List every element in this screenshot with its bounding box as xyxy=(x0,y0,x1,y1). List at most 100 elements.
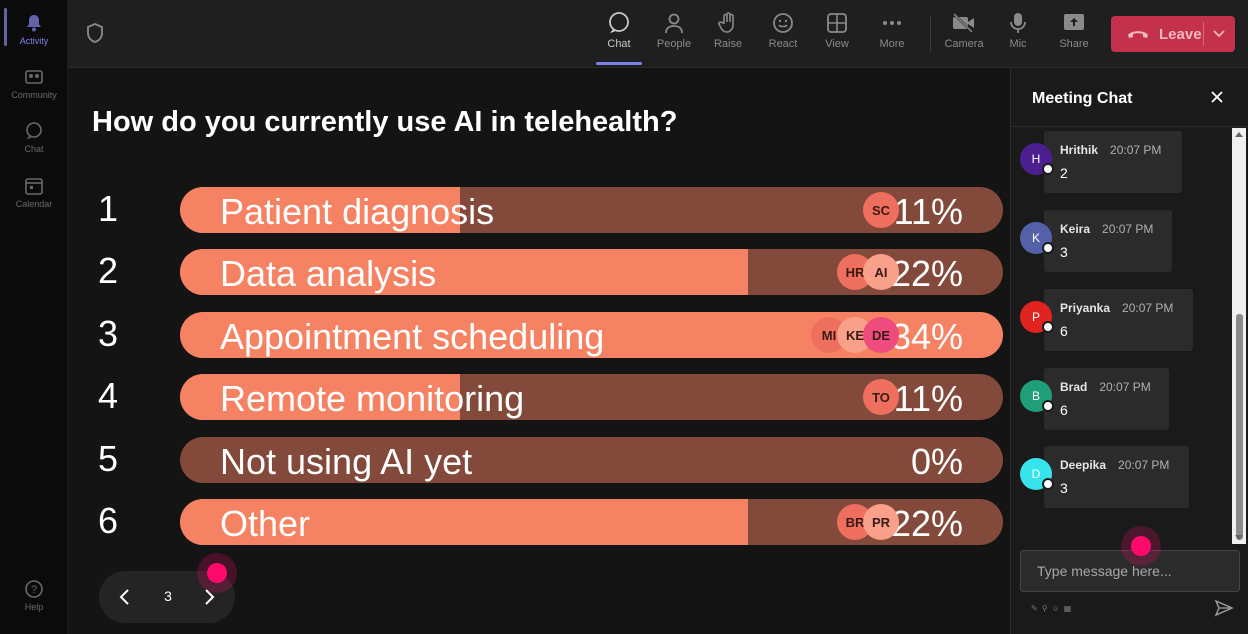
cursor-indicator xyxy=(1131,536,1151,556)
poll-option-bar: Not using AI yet 0% xyxy=(180,437,1003,483)
smile-icon xyxy=(759,10,807,36)
chat-scrollbar[interactable] xyxy=(1232,128,1246,544)
share-icon xyxy=(1050,10,1098,36)
voter-avatar: SC xyxy=(863,192,899,228)
close-icon[interactable] xyxy=(1210,90,1224,109)
share-button[interactable]: Share xyxy=(1050,10,1098,50)
chat-message[interactable]: Deepika 20:07 PM 3 xyxy=(1044,446,1189,508)
message-time: 20:07 PM xyxy=(1110,143,1162,157)
poll-results: How do you currently use AI in telehealt… xyxy=(68,68,1010,634)
option-number: 6 xyxy=(98,500,119,541)
voter-avatars: HR AI xyxy=(837,254,899,290)
voter-avatar: AI xyxy=(863,254,899,290)
hang-up-icon xyxy=(1127,26,1149,43)
option-percentage: 0% xyxy=(910,441,963,482)
mic-button[interactable]: Mic xyxy=(994,10,1042,50)
sender-name: Deepika xyxy=(1060,458,1107,472)
voter-avatar: TO xyxy=(863,379,899,415)
emoji-icon[interactable]: ☺ xyxy=(1051,604,1060,613)
rail-item-calendar[interactable]: Calendar xyxy=(0,175,68,209)
option-fill xyxy=(180,249,748,295)
cursor-indicator xyxy=(207,563,227,583)
meeting-toolbar: Chat People Raise React View More Camera… xyxy=(68,0,1248,68)
format-icon[interactable]: ✎ xyxy=(1031,604,1038,613)
rail-item-help[interactable]: ? Help xyxy=(0,578,68,612)
attach-icon[interactable]: ⚲ xyxy=(1041,604,1048,613)
grid-icon xyxy=(813,10,861,36)
option-number: 5 xyxy=(98,438,119,479)
message-composer xyxy=(1020,550,1240,592)
gif-icon[interactable]: ▦ xyxy=(1063,604,1072,613)
chevron-left-icon[interactable] xyxy=(117,587,133,612)
format-toolbar: ✎ ⚲ ☺ ▦ xyxy=(1031,604,1071,613)
chat-message[interactable]: Keira 20:07 PM 3 xyxy=(1044,210,1172,272)
rail-item-activity[interactable]: Activity xyxy=(0,12,68,46)
scroll-up-icon[interactable] xyxy=(1235,132,1243,137)
option-label: Appointment scheduling xyxy=(220,316,605,357)
raise-hand-icon xyxy=(704,10,752,36)
presence-status xyxy=(1042,321,1054,333)
more-button[interactable]: More xyxy=(868,10,916,50)
poll-question: How do you currently use AI in telehealt… xyxy=(92,106,678,138)
rail-active-indicator xyxy=(4,8,7,46)
mic-icon xyxy=(994,10,1042,36)
option-label: Remote monitoring xyxy=(220,378,525,419)
message-input[interactable] xyxy=(1021,551,1239,591)
option-percentage: 34% xyxy=(890,316,963,357)
raise-hand-button[interactable]: Raise xyxy=(704,10,752,50)
rail-item-chat[interactable]: Chat xyxy=(0,120,68,154)
avatar[interactable]: P xyxy=(1020,301,1054,333)
avatar[interactable]: B xyxy=(1020,380,1054,412)
option-label: Data analysis xyxy=(220,253,437,294)
scroll-thumb[interactable] xyxy=(1236,314,1243,540)
option-number: 3 xyxy=(98,313,119,354)
camera-button[interactable]: Camera xyxy=(940,10,988,50)
chat-icon xyxy=(23,120,45,142)
people-icon xyxy=(650,10,698,36)
chat-title: Meeting Chat xyxy=(1032,90,1133,107)
option-percentage: 11% xyxy=(893,378,963,419)
voter-avatar: DE xyxy=(863,317,899,353)
avatar-initial: D xyxy=(1031,467,1041,481)
avatar[interactable]: D xyxy=(1020,458,1054,490)
voter-avatars: TO xyxy=(863,379,899,415)
sender-name: Priyanka xyxy=(1060,301,1111,315)
poll-option-bar: Data analysis 22% HR AI xyxy=(180,249,1003,295)
people-button[interactable]: People xyxy=(650,10,698,50)
sender-name: Keira xyxy=(1060,222,1091,236)
react-button[interactable]: React xyxy=(759,10,807,50)
chat-button[interactable]: Chat xyxy=(595,10,643,50)
community-icon xyxy=(23,66,45,88)
option-label: Patient diagnosis xyxy=(220,191,495,232)
avatar[interactable]: H xyxy=(1020,143,1054,175)
send-icon[interactable] xyxy=(1214,599,1234,622)
chat-message[interactable]: Priyanka 20:07 PM 6 xyxy=(1044,289,1193,351)
view-button[interactable]: View xyxy=(813,10,861,50)
chevron-right-icon[interactable] xyxy=(201,587,217,612)
presence-status xyxy=(1042,478,1054,490)
chat-active-indicator xyxy=(596,62,642,65)
chevron-down-icon[interactable] xyxy=(1211,25,1227,45)
rail-item-community[interactable]: Community xyxy=(0,66,68,100)
leave-button[interactable]: Leave xyxy=(1111,16,1235,52)
sender-name: Hrithik xyxy=(1060,143,1099,157)
avatar-initial: H xyxy=(1031,152,1041,166)
poll-option-bar: Patient diagnosis 11% SC xyxy=(180,187,1003,233)
avatar[interactable]: K xyxy=(1020,222,1054,254)
voter-avatars: SC xyxy=(863,192,899,228)
shield-icon[interactable] xyxy=(86,22,106,44)
poll-option-bar: Remote monitoring 11% TO xyxy=(180,374,1003,420)
app-rail: Activity Community Chat Calendar ? Help xyxy=(0,0,68,634)
option-fill xyxy=(180,374,460,420)
message-time: 20:07 PM xyxy=(1102,222,1154,236)
chat-message[interactable]: Brad 20:07 PM 6 xyxy=(1044,368,1169,430)
camera-off-icon xyxy=(940,10,988,36)
toolbar-divider xyxy=(930,16,931,52)
scroll-down-icon[interactable] xyxy=(1235,535,1243,540)
option-number: 1 xyxy=(98,188,119,229)
page-number: 3 xyxy=(164,588,172,604)
calendar-icon xyxy=(23,175,45,197)
meeting-chat-panel: Meeting Chat Hrithik 20:07 PM 2 H Keira 20:07… xyxy=(1010,68,1248,634)
chat-message[interactable]: Hrithik 20:07 PM 2 xyxy=(1044,131,1182,193)
option-percentage: 11% xyxy=(893,191,963,232)
